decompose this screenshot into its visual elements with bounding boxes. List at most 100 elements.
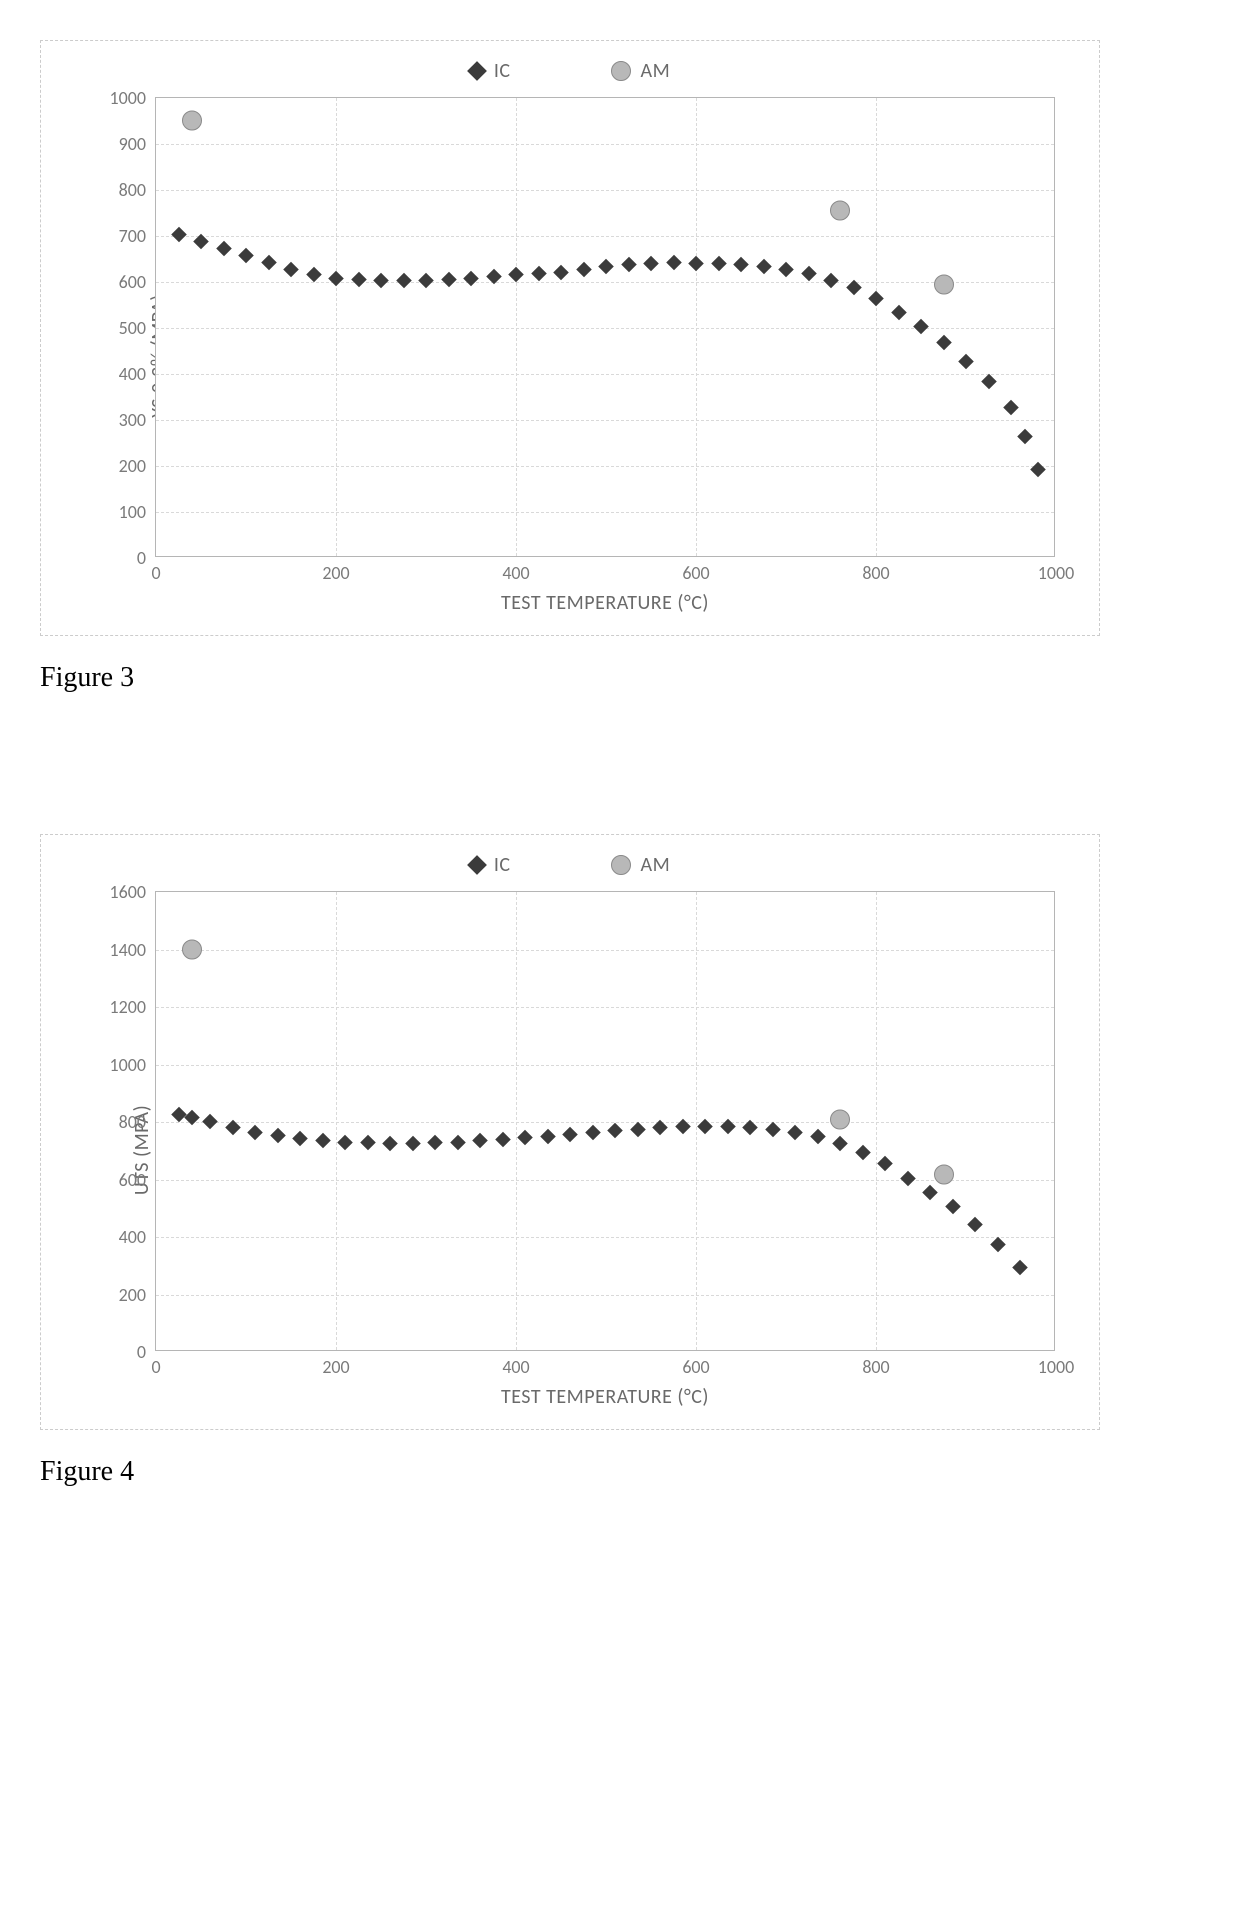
y-tick-label: 400	[119, 363, 146, 385]
diamond-icon	[981, 374, 997, 390]
diamond-icon	[787, 1125, 803, 1141]
data-point-ic	[902, 1171, 913, 1189]
figure-4-xlabel: TEST TEMPERATURE (°C)	[155, 1385, 1055, 1409]
x-tick-label: 800	[862, 562, 889, 584]
legend-label-ic: IC	[494, 853, 511, 877]
legend-item-am: AM	[611, 853, 671, 877]
diamond-icon	[945, 1199, 961, 1215]
legend-label-am: AM	[641, 59, 671, 83]
diamond-icon	[666, 254, 682, 270]
diamond-icon	[868, 291, 884, 307]
circle-icon	[611, 61, 631, 81]
figure-4-block: IC AM UTS (MPA) 020040060080010000200400…	[40, 834, 1200, 1488]
y-tick-label: 400	[119, 1226, 146, 1248]
diamond-icon	[315, 1133, 331, 1149]
data-point-ic	[173, 1107, 184, 1125]
data-point-ic	[1019, 429, 1030, 447]
diamond-icon	[855, 1144, 871, 1160]
diamond-icon	[508, 267, 524, 283]
legend-item-ic: IC	[470, 853, 511, 877]
diamond-icon	[576, 261, 592, 277]
y-tick-label: 800	[119, 1111, 146, 1133]
data-point-ic	[745, 1120, 756, 1138]
diamond-icon	[1012, 1259, 1028, 1275]
diamond-icon	[306, 266, 322, 282]
x-tick-label: 0	[151, 562, 160, 584]
circle-icon	[182, 111, 202, 131]
data-point-ic	[700, 1119, 711, 1137]
diamond-icon	[247, 1124, 263, 1140]
circle-icon	[611, 855, 631, 875]
figure-4-plot-wrap: UTS (MPA) 020040060080010000200400600800…	[155, 891, 1055, 1409]
diamond-icon	[171, 227, 187, 243]
circle-icon	[934, 274, 954, 294]
figure-4-caption: Figure 4	[40, 1456, 1200, 1488]
data-point-ic	[677, 1119, 688, 1137]
diamond-icon	[486, 269, 502, 285]
data-point-ic	[362, 1135, 373, 1153]
diamond-icon	[958, 353, 974, 369]
data-point-ic	[803, 266, 814, 284]
data-point-ic	[880, 1156, 891, 1174]
data-point-ic	[308, 267, 319, 285]
diamond-icon	[711, 256, 727, 272]
diamond-icon	[238, 247, 254, 263]
diamond-icon	[877, 1156, 893, 1172]
y-tick-label: 1000	[110, 1054, 147, 1076]
diamond-icon	[360, 1135, 376, 1151]
x-tick-label: 400	[502, 562, 529, 584]
x-tick-label: 1000	[1038, 562, 1075, 584]
data-point-ic	[376, 273, 387, 291]
y-tick-label: 600	[119, 271, 146, 293]
diamond-icon	[450, 1134, 466, 1150]
diamond-icon	[517, 1130, 533, 1146]
y-tick-label: 900	[119, 133, 146, 155]
data-point-ic	[1015, 1260, 1026, 1278]
data-point-ic	[722, 1119, 733, 1137]
data-point-ic	[205, 1114, 216, 1132]
diamond-icon	[801, 266, 817, 282]
data-point-ic	[385, 1136, 396, 1154]
figure-3-legend: IC AM	[65, 59, 1075, 83]
data-point-ic	[610, 1123, 621, 1141]
diamond-icon	[495, 1131, 511, 1147]
x-tick-label: 800	[862, 1356, 889, 1378]
diamond-icon	[467, 61, 487, 81]
diamond-icon	[765, 1122, 781, 1138]
data-point-ic	[992, 1237, 1003, 1255]
figure-4-plot: 0200400600800100002004006008001000120014…	[155, 891, 1055, 1351]
y-tick-label: 200	[119, 1284, 146, 1306]
diamond-icon	[756, 259, 772, 275]
data-point-ic	[475, 1133, 486, 1151]
y-tick-label: 700	[119, 225, 146, 247]
data-point-ic	[497, 1132, 508, 1150]
diamond-icon	[270, 1128, 286, 1144]
diamond-icon	[585, 1125, 601, 1141]
data-point-ic	[646, 256, 657, 274]
data-point-ic	[263, 255, 274, 273]
data-point-ic	[848, 280, 859, 298]
diamond-icon	[418, 273, 434, 289]
data-point-ic	[542, 1129, 553, 1147]
data-point-ic	[196, 234, 207, 252]
legend-label-am: AM	[641, 853, 671, 877]
diamond-icon	[688, 255, 704, 271]
data-point-ic	[691, 256, 702, 274]
y-tick-label: 1000	[110, 87, 147, 109]
diamond-icon	[467, 855, 487, 875]
data-point-ic	[893, 305, 904, 323]
data-point-ic	[578, 262, 589, 280]
figure-3-xlabel: TEST TEMPERATURE (°C)	[155, 591, 1055, 615]
diamond-icon	[1030, 461, 1046, 477]
x-tick-label: 200	[322, 1356, 349, 1378]
data-point-ic	[826, 273, 837, 291]
diamond-icon	[621, 257, 637, 273]
data-point-ic	[407, 1136, 418, 1154]
diamond-icon	[1017, 429, 1033, 445]
data-point-ic	[443, 272, 454, 290]
diamond-icon	[216, 241, 232, 257]
figure-3-plot: 0200400600800100001002003004005006007008…	[155, 97, 1055, 557]
data-point-ic	[227, 1120, 238, 1138]
circle-icon	[830, 1110, 850, 1130]
data-point-ic	[520, 1130, 531, 1148]
